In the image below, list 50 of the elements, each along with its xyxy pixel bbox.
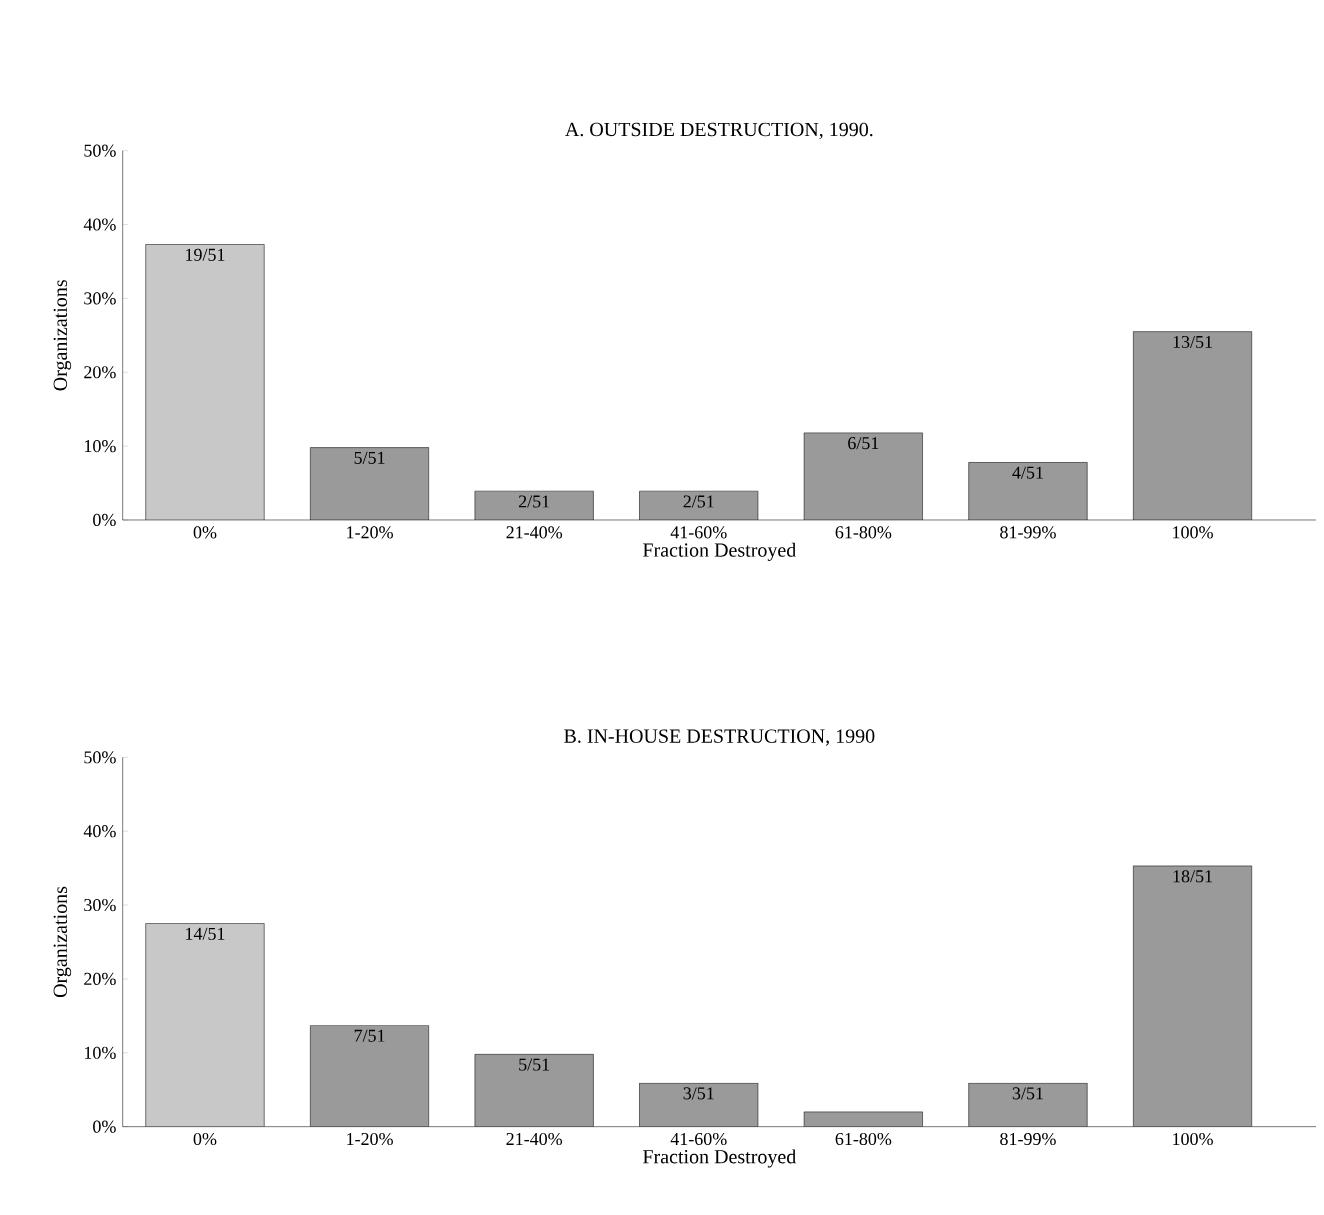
bar (968, 1082, 1088, 1127)
x-tick-label: 21-40% (506, 1133, 563, 1146)
data-label: 13/51 (1173, 336, 1212, 349)
x-tick-label: 41-60% (670, 1133, 727, 1146)
bar (474, 1054, 594, 1127)
y-tick-label: 40% (83, 218, 116, 231)
data-label: 5/51 (354, 452, 385, 465)
x-axis-title: Fraction Destroyed (643, 542, 797, 562)
x-tick-label: 61-80% (835, 526, 892, 539)
y-axis-title: Organizations (53, 280, 72, 391)
y-tick-label: 50% (84, 144, 116, 157)
y-tick-label: 0% (93, 1120, 116, 1133)
data-label: 19/51 (186, 248, 225, 261)
y-tick-label: 10% (85, 440, 116, 453)
x-tick-label: 0% (193, 526, 217, 539)
chart-title: B. IN-HOUSE DESTRUCTION, 1990 (564, 729, 875, 746)
chart-title: A. OUTSIDE DESTRUCTION, 1990. (565, 122, 873, 140)
y-tick-label: 20% (84, 972, 116, 986)
y-tick-label: 30% (84, 292, 116, 305)
data-label: 6/51 (848, 437, 879, 450)
y-tick-label: 10% (85, 1046, 116, 1060)
x-tick-label: 0% (193, 1133, 217, 1146)
x-tick-label: 100% (1173, 526, 1213, 539)
data-label: 7/51 (354, 1029, 385, 1042)
y-tick-label: 40% (83, 825, 116, 838)
x-tick-label: 41-60% (670, 526, 727, 539)
x-tick-label: 1-20% (347, 526, 393, 539)
data-label: 5/51 (519, 1058, 550, 1071)
y-tick-label: 0% (93, 514, 116, 527)
y-axis-title: Organizations (53, 886, 72, 998)
x-tick-label: 81-99% (1000, 1133, 1056, 1146)
bar (310, 1025, 430, 1127)
y-tick-label: 20% (84, 366, 116, 379)
data-label: 2/51 (518, 495, 550, 508)
data-label: 3/51 (683, 1087, 714, 1100)
x-tick-label: 61-80% (835, 1133, 892, 1146)
data-label: 2/51 (683, 495, 714, 508)
x-tick-label: 1-20% (347, 1133, 393, 1146)
x-tick-label: 81-99% (1000, 526, 1056, 539)
bar (639, 1082, 759, 1127)
data-label: 3/51 (1012, 1087, 1043, 1100)
data-label: 14/51 (186, 927, 225, 941)
bar (803, 1111, 923, 1127)
data-label: 18/51 (1173, 870, 1212, 883)
y-tick-label: 30% (84, 899, 116, 912)
x-tick-label: 100% (1173, 1133, 1213, 1146)
x-axis-title: Fraction Destroyed (643, 1149, 797, 1168)
x-tick-label: 21-40% (506, 526, 563, 539)
y-tick-label: 50% (84, 751, 116, 764)
data-label: 4/51 (1012, 466, 1043, 479)
